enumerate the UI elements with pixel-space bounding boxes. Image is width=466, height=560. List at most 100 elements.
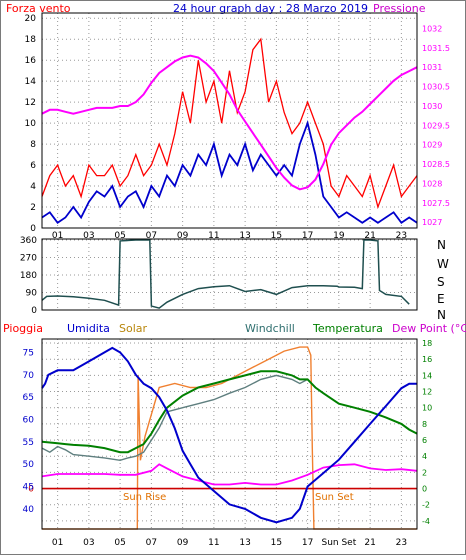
humidity-ytick-7: 75 <box>23 348 34 358</box>
temp-series: 0 <box>28 346 418 530</box>
wind-ytick-8: 16 <box>25 56 37 66</box>
windchill-line <box>41 374 316 462</box>
wind-ytick-7: 14 <box>25 77 37 87</box>
humidity-ytick-4: 60 <box>23 415 35 425</box>
temperature-ytick-0: -4 <box>422 517 430 526</box>
wind-ytick-3: 6 <box>30 161 36 171</box>
humidity-ytick-6: 70 <box>23 371 35 381</box>
legend-umidita: Umidita <box>67 322 110 335</box>
bottom-legend: Pioggia Umidita Solar Windchill Temperat… <box>3 322 466 335</box>
temperature-ytick-9: 14 <box>422 371 432 380</box>
wind-xtick-3: 07 <box>146 231 157 241</box>
pressure-ytick-5: 1029.5 <box>422 121 450 130</box>
wind-xtick-9: 19 <box>333 231 345 241</box>
compass-labels: N W S E N <box>437 238 449 322</box>
temperature-ytick-6: 8 <box>422 420 427 429</box>
wind-xtick-5: 11 <box>208 231 219 241</box>
temperature-ytick-7: 10 <box>422 404 432 413</box>
pressure-line <box>41 54 418 191</box>
wind-ytick-1: 2 <box>30 203 36 213</box>
wind-speed-line <box>41 37 418 210</box>
compass-e: E <box>437 292 445 306</box>
pressure-title: Pressione <box>373 2 426 15</box>
temp-xtick-10: 21 <box>364 538 375 548</box>
pressure-ytick-3: 1028.5 <box>422 160 450 169</box>
graph-title: 24 hour graph day : 28 Marzo 2019 <box>173 2 368 15</box>
direction-ytick-3: 270 <box>20 253 37 263</box>
humidity-ytick-1: 45 <box>23 483 34 493</box>
wind-ytick-6: 12 <box>25 98 36 108</box>
pressure-ytick-10: 1032 <box>422 24 442 33</box>
wind-xtick-0: 01 <box>52 231 63 241</box>
temp-xtick-5: 11 <box>208 538 219 548</box>
pressure-ytick-8: 1031 <box>422 63 442 72</box>
temperature-ytick-8: 12 <box>422 388 432 397</box>
legend-solar: Solar <box>119 322 148 335</box>
temp-xtick-1: 03 <box>83 538 94 548</box>
humidity-ytick-3: 55 <box>23 438 34 448</box>
temp-xtick-3: 07 <box>146 538 157 548</box>
wind-xtick-4: 09 <box>177 231 189 241</box>
direction-ytick-1: 90 <box>26 288 38 298</box>
wind-xtick-11: 23 <box>396 231 407 241</box>
direction-ytick-2: 180 <box>20 271 37 281</box>
pressure-ytick-6: 1030 <box>422 102 442 111</box>
compass-n-top: N <box>437 238 446 252</box>
legend-windchill: Windchill <box>245 322 295 335</box>
humidity-line <box>41 346 417 524</box>
wind-average-line <box>41 120 418 225</box>
dewpoint-line <box>41 463 418 486</box>
temperature-ytick-11: 18 <box>422 339 432 348</box>
pressure-y-axis: 1027 1027.5 1028 1028.5 1029 1029.5 1030 1030.5… <box>422 24 450 227</box>
temperature-ytick-3: 2 <box>422 468 427 477</box>
temperature-ytick-4: 4 <box>422 452 427 461</box>
temp-xtick-6: 13 <box>239 538 250 548</box>
wind-y-axis: 0 2 4 6 8 10 12 14 16 18 20 <box>25 14 37 234</box>
wind-ytick-2: 4 <box>30 182 36 192</box>
wind-title: Forza vento <box>6 2 71 15</box>
direction-series <box>41 239 410 309</box>
wind-xtick-8: 17 <box>302 231 313 241</box>
sun-rise-label: Sun Rise <box>123 492 166 503</box>
wind-ytick-4: 8 <box>30 140 36 150</box>
humidity-ytick-5: 65 <box>23 393 34 403</box>
wind-xtick-2: 05 <box>114 231 125 241</box>
wind-xtick-10: 21 <box>364 231 375 241</box>
wind-xtick-7: 15 <box>271 231 282 241</box>
wind-x-axis: 01 03 05 07 09 11 13 15 17 19 21 23 <box>52 231 407 241</box>
wind-plot-frame <box>41 12 418 229</box>
temp-xtick-7: 15 <box>271 538 282 548</box>
temp-xtick-11: 23 <box>396 538 407 548</box>
compass-w: W <box>437 257 449 271</box>
legend-pioggia: Pioggia <box>3 322 43 335</box>
direction-y-axis: 0 90 180 270 360 <box>20 236 37 316</box>
compass-s: S <box>437 275 445 289</box>
humidity-ytick-2: 50 <box>23 460 35 470</box>
temperature-ytick-5: 6 <box>422 436 427 445</box>
legend-dew-point: Dew Point (°C) <box>392 322 466 335</box>
temperature-y-axis: -4 -2 0 2 4 6 8 10 12 14 16 18 <box>422 339 432 526</box>
legend-temperatura: Temperatura <box>312 322 383 335</box>
solar-line <box>42 346 417 530</box>
wind-ytick-10: 20 <box>25 14 37 24</box>
temp-x-axis: 01 03 05 07 09 11 13 15 17 Sun Set 21 23 <box>52 538 407 548</box>
wind-ytick-0: 0 <box>30 224 36 234</box>
wind-xtick-1: 03 <box>83 231 94 241</box>
pressure-ytick-0: 1027 <box>422 218 442 227</box>
direction-line <box>41 239 410 309</box>
temp-xtick-2: 05 <box>114 538 125 548</box>
wind-ytick-9: 18 <box>25 35 37 45</box>
temp-xtick-9: Sun Set <box>321 538 356 548</box>
wind-series <box>41 37 418 225</box>
wind-grid <box>42 13 417 229</box>
direction-ytick-4: 360 <box>20 236 37 246</box>
rain-zero-label: 0 <box>28 485 34 495</box>
humidity-ytick-0: 40 <box>23 505 35 515</box>
compass-n-bottom: N <box>437 308 446 322</box>
direction-ytick-0: 0 <box>31 306 37 316</box>
pressure-ytick-2: 1028 <box>422 179 442 188</box>
temperature-ytick-1: -2 <box>422 501 430 510</box>
temp-xtick-0: 01 <box>52 538 63 548</box>
